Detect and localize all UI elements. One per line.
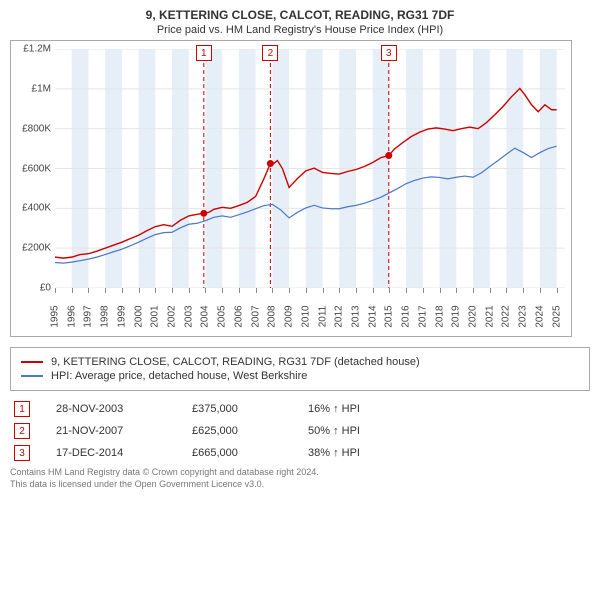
events-table: 1 28-NOV-2003 £375,000 16% ↑ HPI 2 21-NOV-200… [10, 401, 590, 461]
event-date: 21-NOV-2007 [56, 425, 166, 437]
y-tick-label: £1M [11, 83, 51, 94]
x-tick-label: 2006 [233, 297, 244, 337]
x-tick-label: 1998 [100, 297, 111, 337]
x-tick-label: 2019 [451, 297, 462, 337]
legend-label: 9, KETTERING CLOSE, CALCOT, READING, RG3… [51, 356, 420, 368]
x-tick-label: 2012 [334, 297, 345, 337]
x-tick-label: 2004 [200, 297, 211, 337]
event-number: 2 [14, 423, 30, 439]
event-price: £375,000 [192, 403, 282, 415]
x-tick-label: 2001 [150, 297, 161, 337]
event-row: 1 28-NOV-2003 £375,000 16% ↑ HPI [14, 401, 590, 417]
plot-area: 123 [55, 49, 565, 288]
legend-row: HPI: Average price, detached house, West… [21, 370, 579, 382]
x-tick-label: 1995 [50, 297, 61, 337]
event-row: 2 21-NOV-2007 £625,000 50% ↑ HPI [14, 423, 590, 439]
footnote-line2: This data is licensed under the Open Gov… [10, 479, 590, 491]
x-tick-label: 2017 [417, 297, 428, 337]
legend-label: HPI: Average price, detached house, West… [51, 370, 307, 382]
chart-svg [55, 49, 565, 288]
x-tick-label: 2018 [434, 297, 445, 337]
x-tick-label: 2016 [401, 297, 412, 337]
x-tick-label: 2020 [468, 297, 479, 337]
x-tick-label: 2002 [167, 297, 178, 337]
event-row: 3 17-DEC-2014 £665,000 38% ↑ HPI [14, 445, 590, 461]
event-price: £665,000 [192, 447, 282, 459]
x-tick-label: 2021 [484, 297, 495, 337]
x-tick-label: 2014 [367, 297, 378, 337]
x-tick-label: 2024 [534, 297, 545, 337]
x-tick-label: 1996 [66, 297, 77, 337]
event-marker: 2 [262, 45, 278, 61]
legend-box: 9, KETTERING CLOSE, CALCOT, READING, RG3… [10, 347, 590, 391]
event-marker: 1 [196, 45, 212, 61]
x-tick-label: 2011 [317, 297, 328, 337]
event-marker: 3 [381, 45, 397, 61]
x-tick-label: 2025 [551, 297, 562, 337]
chart-title-block: 9, KETTERING CLOSE, CALCOT, READING, RG3… [10, 8, 590, 36]
footnote-line1: Contains HM Land Registry data © Crown c… [10, 467, 590, 479]
x-tick-label: 1999 [116, 297, 127, 337]
x-tick-label: 1997 [83, 297, 94, 337]
x-tick-label: 2023 [518, 297, 529, 337]
event-price: £625,000 [192, 425, 282, 437]
legend-row: 9, KETTERING CLOSE, CALCOT, READING, RG3… [21, 356, 579, 368]
y-tick-label: £200K [11, 243, 51, 254]
legend-swatch [21, 375, 43, 377]
y-tick-label: £600K [11, 163, 51, 174]
x-tick-label: 2022 [501, 297, 512, 337]
x-tick-label: 2005 [217, 297, 228, 337]
x-tick-label: 2015 [384, 297, 395, 337]
chart-area: 123 £0£200K£400K£600K£800K£1M£1.2M 19951… [10, 40, 572, 337]
title-line2: Price paid vs. HM Land Registry's House … [10, 24, 590, 36]
event-pct: 38% ↑ HPI [308, 447, 360, 459]
x-tick-label: 2013 [350, 297, 361, 337]
legend-swatch [21, 361, 43, 363]
event-number: 3 [14, 445, 30, 461]
event-date: 28-NOV-2003 [56, 403, 166, 415]
y-tick-label: £0 [11, 283, 51, 294]
event-date: 17-DEC-2014 [56, 447, 166, 459]
y-tick-label: £800K [11, 123, 51, 134]
x-tick-label: 2007 [250, 297, 261, 337]
event-number: 1 [14, 401, 30, 417]
x-tick-label: 2000 [133, 297, 144, 337]
event-pct: 50% ↑ HPI [308, 425, 360, 437]
x-tick-label: 2008 [267, 297, 278, 337]
y-tick-label: £400K [11, 203, 51, 214]
x-tick-label: 2009 [284, 297, 295, 337]
event-pct: 16% ↑ HPI [308, 403, 360, 415]
footnote: Contains HM Land Registry data © Crown c… [10, 467, 590, 490]
x-tick-label: 2010 [300, 297, 311, 337]
title-line1: 9, KETTERING CLOSE, CALCOT, READING, RG3… [10, 8, 590, 22]
x-tick-label: 2003 [183, 297, 194, 337]
y-tick-label: £1.2M [11, 44, 51, 55]
